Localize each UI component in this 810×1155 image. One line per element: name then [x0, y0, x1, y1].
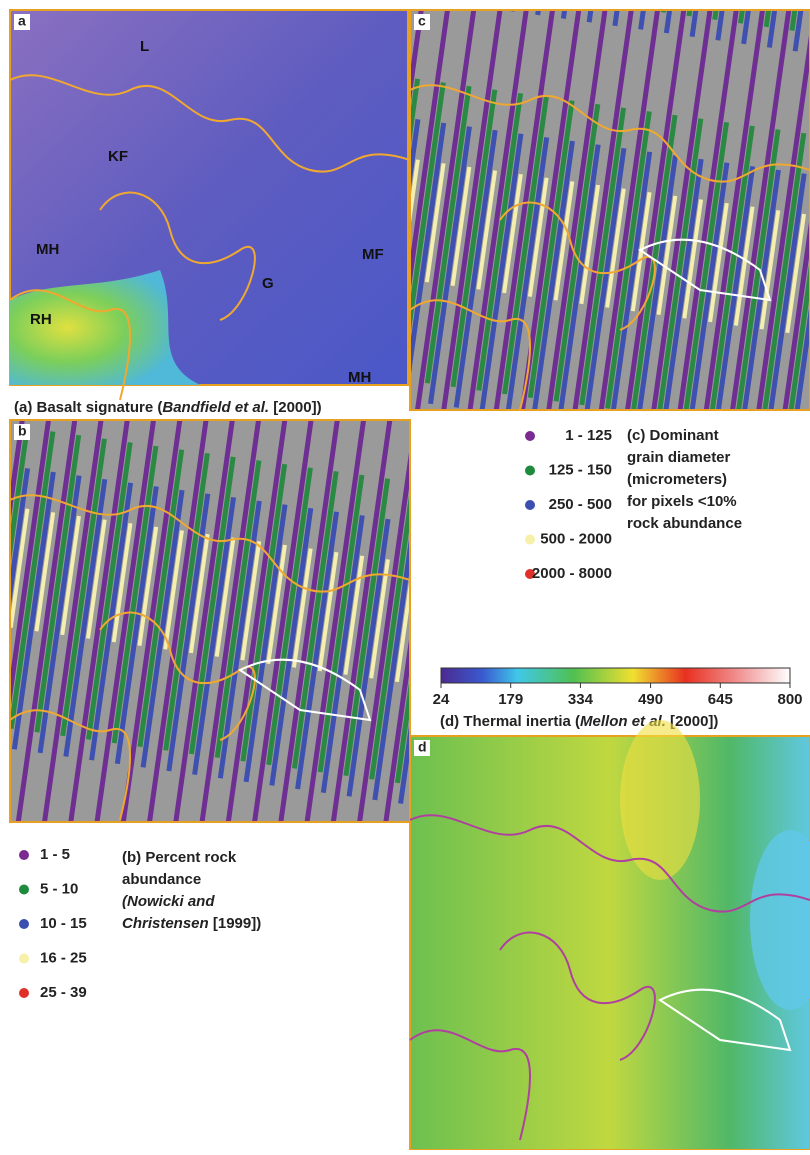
caption: (a) Basalt signature (Bandfield et al. […: [14, 399, 322, 416]
legend-label: 125 - 150: [549, 461, 612, 478]
colorbar-tick-label: 490: [638, 691, 663, 708]
legend-swatch: [19, 954, 29, 964]
colorbar-tick-label: 800: [777, 691, 802, 708]
panel-letter: a: [18, 13, 26, 29]
map-label: MH: [348, 369, 371, 386]
colorbar-tick-label: 334: [568, 691, 594, 708]
legend-label: 10 - 15: [40, 915, 87, 932]
panel-b: b: [10, 420, 410, 822]
legend-title: grain diameter: [627, 449, 731, 466]
colorbar-tick-label: 645: [708, 691, 733, 708]
map-label: MF: [362, 246, 384, 263]
map-label: MH: [36, 241, 59, 258]
panel-d: d: [410, 720, 810, 1150]
legend-title: (micrometers): [627, 471, 727, 488]
legend-title: abundance: [122, 871, 201, 888]
legend-label: 500 - 2000: [540, 530, 612, 547]
legend-swatch: [19, 988, 29, 998]
panel-letter: b: [18, 423, 27, 439]
legend-swatch: [525, 500, 535, 510]
panel-c: c: [410, 10, 810, 410]
colorbar: [441, 668, 790, 683]
map-label: RH: [30, 311, 52, 328]
caption-part: Bandfield et al.: [162, 399, 269, 416]
legend-b: 1 - 5 5 - 10 10 - 15 16 - 25 25 - 39 (b) Perc…: [19, 846, 261, 1001]
map-label: G: [262, 275, 274, 292]
map-thermal: [410, 736, 810, 1150]
legend-label: 25 - 39: [40, 984, 87, 1001]
legend-swatch: [19, 885, 29, 895]
legend-title-part: [1999]): [209, 915, 262, 932]
legend-title-part: Christensen: [122, 915, 209, 932]
panel-letter: c: [418, 13, 426, 29]
figure: a L KF MH MF G RH MH (a) Basalt signature (Ban…: [0, 0, 810, 1150]
legend-title: (c) Dominant: [627, 427, 719, 444]
legend-title: (b) Percent rock: [122, 849, 237, 866]
legend-swatch: [525, 466, 535, 476]
legend-swatch: [525, 431, 535, 441]
caption-part: (a) Basalt signature (: [14, 399, 162, 416]
legend-label: 1 - 5: [40, 846, 70, 863]
legend-label: 250 - 500: [549, 496, 612, 513]
map-grain: [410, 10, 810, 410]
panel-a: a L KF MH MF G RH MH: [10, 10, 410, 400]
legend-label: 1 - 125: [565, 427, 612, 444]
map-label: KF: [108, 148, 128, 165]
legend-title: for pixels <10%: [627, 493, 737, 510]
legend-label: 16 - 25: [40, 949, 87, 966]
legend-label: 5 - 10: [40, 880, 78, 897]
legend-title: (Nowicki and: [122, 893, 215, 910]
map-label: L: [140, 38, 149, 55]
legend-swatch: [19, 850, 29, 860]
legend-label: 2000 - 8000: [532, 565, 612, 582]
map-rock: [10, 420, 410, 822]
legend-swatch: [525, 535, 535, 545]
colorbar-tick-label: 179: [498, 691, 523, 708]
legend-c: 1 - 125 125 - 150 250 - 500 500 - 2000 2000 …: [525, 427, 742, 582]
panel-letter: d: [418, 739, 427, 755]
legend-title: Christensen [1999]): [122, 915, 261, 932]
caption-part: (d) Thermal inertia (: [440, 713, 580, 730]
colorbar-tick-label: 24: [433, 691, 450, 708]
colorbar-ticks: 24 179 334 490 645 800: [433, 683, 803, 708]
caption-part: [2000]): [269, 399, 322, 416]
map-region: [620, 720, 700, 880]
legend-swatch: [19, 919, 29, 929]
legend-title: rock abundance: [627, 515, 742, 532]
